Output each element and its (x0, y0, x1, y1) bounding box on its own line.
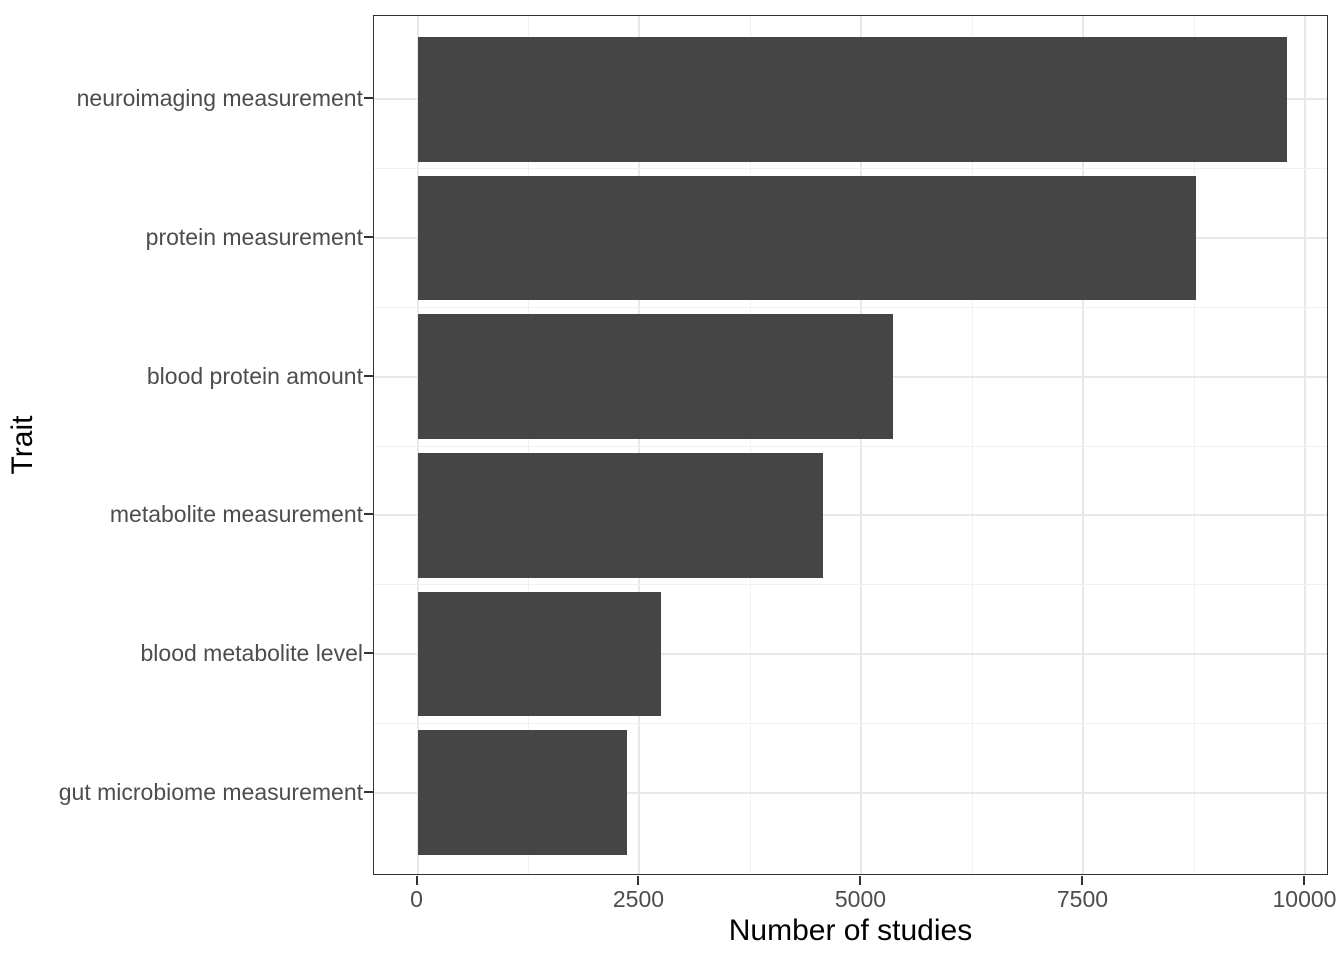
x-tick-label: 0 (410, 886, 423, 912)
x-minor-gridline (971, 16, 973, 874)
y-tick (364, 513, 373, 516)
y-tick (364, 235, 373, 238)
y-minor-gridline (374, 445, 1327, 447)
y-tick-label: blood metabolite level (140, 640, 363, 667)
y-tick (364, 652, 373, 655)
y-axis-title: Trait (6, 415, 39, 475)
bar (417, 730, 628, 856)
x-major-gridline (860, 16, 863, 874)
plot-panel (373, 15, 1328, 875)
bar (417, 314, 893, 440)
y-minor-gridline (374, 722, 1327, 724)
x-minor-gridline (1193, 16, 1195, 874)
y-minor-gridline (374, 584, 1327, 586)
y-major-gridline (374, 514, 1327, 517)
x-tick-label: 7500 (1056, 886, 1109, 912)
y-minor-gridline (374, 306, 1327, 308)
x-major-gridline (1082, 16, 1085, 874)
x-tick (859, 876, 862, 885)
y-tick (364, 374, 373, 377)
x-major-gridline (638, 16, 641, 874)
x-tick-label: 5000 (834, 886, 887, 912)
x-tick-label: 2500 (612, 886, 665, 912)
y-tick-label: gut microbiome measurement (58, 778, 363, 805)
bar (417, 591, 661, 717)
x-tick (637, 876, 640, 885)
y-tick-label: protein measurement (145, 223, 363, 250)
y-minor-gridline (374, 168, 1327, 170)
x-major-gridline (416, 16, 419, 874)
bar (417, 452, 824, 578)
y-tick-label: blood protein amount (146, 362, 363, 389)
y-tick (364, 97, 373, 100)
x-major-gridline (1304, 16, 1307, 874)
x-axis-title: Number of studies (728, 914, 973, 947)
y-major-gridline (374, 653, 1327, 656)
x-tick (415, 876, 418, 885)
x-minor-gridline (749, 16, 751, 874)
x-tick-label: 10000 (1272, 886, 1337, 912)
bar (417, 36, 1287, 162)
x-minor-gridline (528, 16, 529, 874)
x-tick (1081, 876, 1084, 885)
y-tick-label: metabolite measurement (109, 501, 363, 528)
x-tick (1303, 876, 1306, 885)
y-tick (364, 790, 373, 793)
y-tick-label: neuroimaging measurement (76, 85, 363, 112)
y-major-gridline (374, 791, 1327, 794)
bar (417, 175, 1197, 301)
